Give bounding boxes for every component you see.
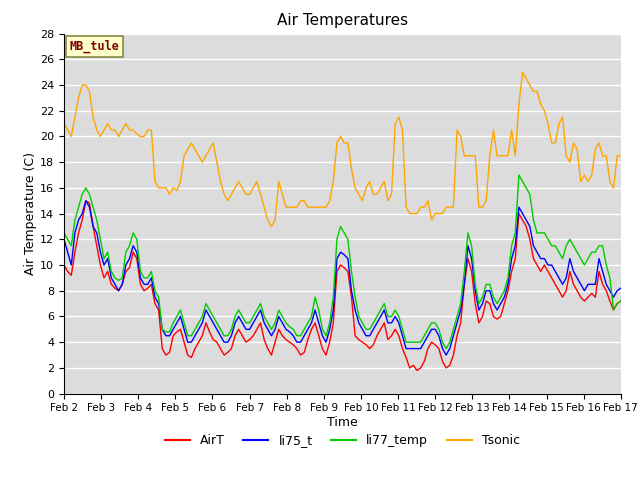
li75_t (544, 262, 552, 268)
li75_t (257, 307, 264, 313)
li77_temp (60, 230, 68, 236)
li77_temp (544, 237, 552, 242)
li77_temp (522, 185, 530, 191)
Line: li75_t: li75_t (64, 201, 621, 355)
Title: Air Temperatures: Air Temperatures (277, 13, 408, 28)
Line: Tsonic: Tsonic (64, 72, 621, 227)
AirT (420, 359, 428, 364)
li75_t (442, 352, 450, 358)
AirT (413, 368, 421, 373)
Tsonic (518, 69, 526, 75)
li77_temp (617, 298, 625, 304)
li77_temp (479, 294, 486, 300)
Legend: AirT, li75_t, li77_temp, Tsonic: AirT, li75_t, li77_temp, Tsonic (160, 429, 525, 452)
Tsonic (522, 76, 530, 82)
AirT (617, 298, 625, 304)
Tsonic (60, 120, 68, 126)
AirT (544, 269, 552, 275)
Y-axis label: Air Temperature (C): Air Temperature (C) (24, 152, 37, 275)
AirT (82, 198, 90, 204)
Line: li77_temp: li77_temp (64, 175, 621, 348)
Tsonic (268, 224, 275, 229)
Text: MB_tule: MB_tule (70, 40, 120, 53)
AirT (60, 262, 68, 268)
li77_temp (257, 300, 264, 307)
li75_t (417, 346, 424, 351)
li75_t (82, 198, 90, 204)
AirT (257, 320, 264, 326)
li75_t (60, 237, 68, 242)
Tsonic (253, 179, 260, 184)
Tsonic (257, 192, 264, 197)
Tsonic (417, 204, 424, 210)
Tsonic (617, 153, 625, 158)
li75_t (260, 320, 268, 326)
X-axis label: Time: Time (327, 416, 358, 429)
li77_temp (442, 346, 450, 351)
Tsonic (544, 120, 552, 126)
li75_t (522, 217, 530, 223)
li77_temp (515, 172, 523, 178)
AirT (483, 298, 490, 304)
li77_temp (413, 339, 421, 345)
Tsonic (479, 204, 486, 210)
li75_t (617, 285, 625, 291)
li75_t (483, 288, 490, 294)
Line: AirT: AirT (64, 201, 621, 371)
AirT (260, 336, 268, 342)
AirT (522, 224, 530, 229)
li77_temp (253, 307, 260, 313)
